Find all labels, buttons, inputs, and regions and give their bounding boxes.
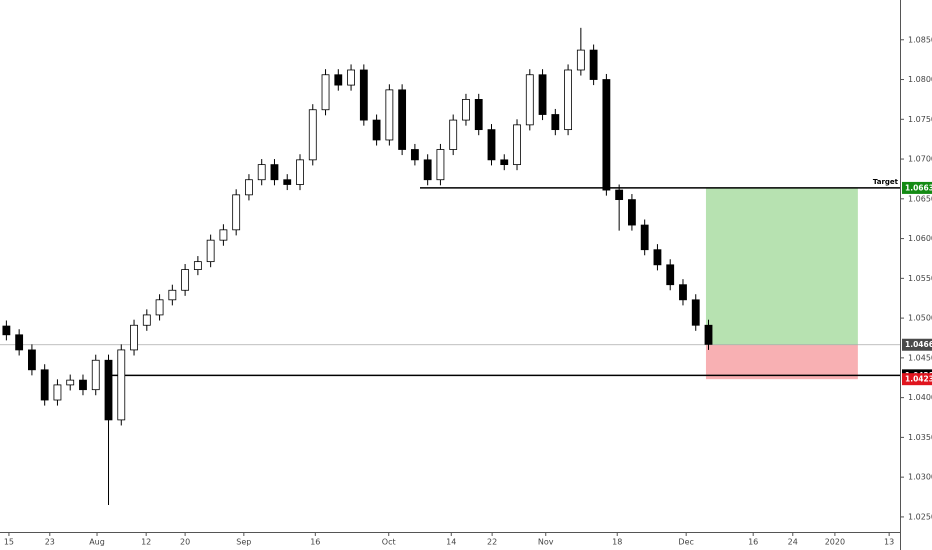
x-tick-label: 16 [748,538,758,547]
candle-body [270,164,279,181]
x-tick-label: 23 [45,538,55,547]
candle-body [666,264,675,286]
candle-body [206,239,215,263]
candle-body [232,194,241,231]
x-tick-label: Aug [89,538,105,547]
y-tick-label: 1.07500 [908,115,932,124]
candle-body [347,69,355,86]
candle-body [423,159,432,181]
candle-body [679,284,687,301]
y-tick-label: 1.05500 [908,274,932,283]
candle-body [525,74,534,126]
profit-zone [705,187,858,345]
y-tick-label: 1.06500 [908,194,932,203]
candle-body [308,109,317,161]
candle-body [130,324,138,351]
candle-body [66,379,75,386]
candle-body [40,369,49,401]
candle-body [91,359,100,391]
candle-body [79,379,87,391]
candle-body [15,334,24,351]
candle-body [564,69,572,131]
y-tick-label: 1.04500 [908,353,932,362]
candle-body [474,99,483,131]
x-tick-label: Dec [678,538,693,547]
candle-body [28,349,36,371]
candle-body [615,189,624,201]
candle-body [321,74,330,111]
x-tick-label: Sep [236,538,251,547]
candle-body [372,119,381,141]
candle-body [283,179,292,185]
candle-body [53,384,62,401]
y-tick-label: 1.04000 [908,393,932,402]
entry-price-label: 1.04665 [905,340,932,349]
candle-body [2,325,11,336]
candle-body [462,99,470,121]
candle-body [640,224,649,251]
candle-body [487,129,496,161]
target-name: Target [873,178,899,186]
target-price-tag [902,181,932,194]
candle-body [245,179,253,196]
candle-body [155,299,164,316]
y-tick-label: 1.03000 [908,473,932,482]
candle-body [398,89,407,150]
y-tick-label: 1.03500 [908,433,932,442]
candle-body [628,199,636,226]
y-tick-label: 1.07000 [908,155,932,164]
candle-body [704,324,713,345]
y-tick-label: 1.05000 [908,314,932,323]
loss-zone [705,344,858,380]
candle-body [589,49,598,80]
candle-body [359,69,368,121]
candle-body [551,114,560,131]
y-tick-label: 1.02500 [908,512,932,521]
x-tick-label: 13 [884,538,894,547]
x-tick-label: 14 [446,538,456,547]
candle-body [296,159,304,185]
candle-body [117,349,126,421]
stop-price-label: 1.04232 [905,375,932,384]
y-tick-label: 1.08500 [908,35,932,44]
x-tick-label: 20 [180,538,190,547]
stop-price-tag [902,373,932,386]
entry-price-tag [902,338,932,351]
x-tick-label: Nov [538,538,554,547]
candle-body [410,149,419,161]
candle-body [193,261,202,270]
candle-body [219,229,228,241]
x-tick-label: 15 [4,538,14,547]
x-tick-label: 16 [310,538,320,547]
x-tick-label: 24 [788,538,798,547]
candle-body [602,79,611,191]
target-price-label: 1.06637 [905,183,932,192]
x-tick-label: 2020 [825,538,845,547]
candle-body [104,359,113,421]
candle-body [513,124,521,166]
candle-body [538,74,547,115]
x-tick-label: 22 [487,538,497,547]
candle-body [653,249,662,266]
candle-body [257,164,266,181]
candle-body [500,159,509,166]
candle-body [691,299,700,326]
candle-body [334,74,343,86]
candle-body [449,119,458,150]
candle-body [168,289,177,301]
candle-body [385,89,394,141]
y-tick-label: 1.08000 [908,75,932,84]
x-tick-label: 12 [141,538,151,547]
x-tick-label: Oct [382,538,396,547]
x-tick-label: 18 [612,538,622,547]
candle-body [142,314,151,326]
y-tick-label: 1.06000 [908,234,932,243]
candle-body [181,269,190,291]
candle-body [576,49,585,71]
candle-body [436,149,445,181]
